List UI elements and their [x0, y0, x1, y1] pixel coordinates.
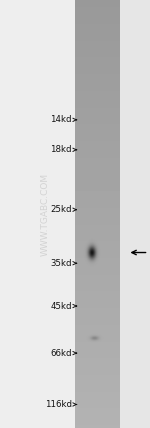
- Text: 116kd: 116kd: [45, 400, 72, 409]
- Text: 66kd: 66kd: [51, 348, 72, 358]
- Text: 14kd: 14kd: [51, 115, 72, 125]
- Text: 45kd: 45kd: [51, 301, 72, 311]
- Text: 25kd: 25kd: [51, 205, 72, 214]
- Text: 18kd: 18kd: [51, 145, 72, 155]
- Text: 35kd: 35kd: [51, 259, 72, 268]
- Text: WWW.TGABC.COM: WWW.TGABC.COM: [40, 172, 50, 256]
